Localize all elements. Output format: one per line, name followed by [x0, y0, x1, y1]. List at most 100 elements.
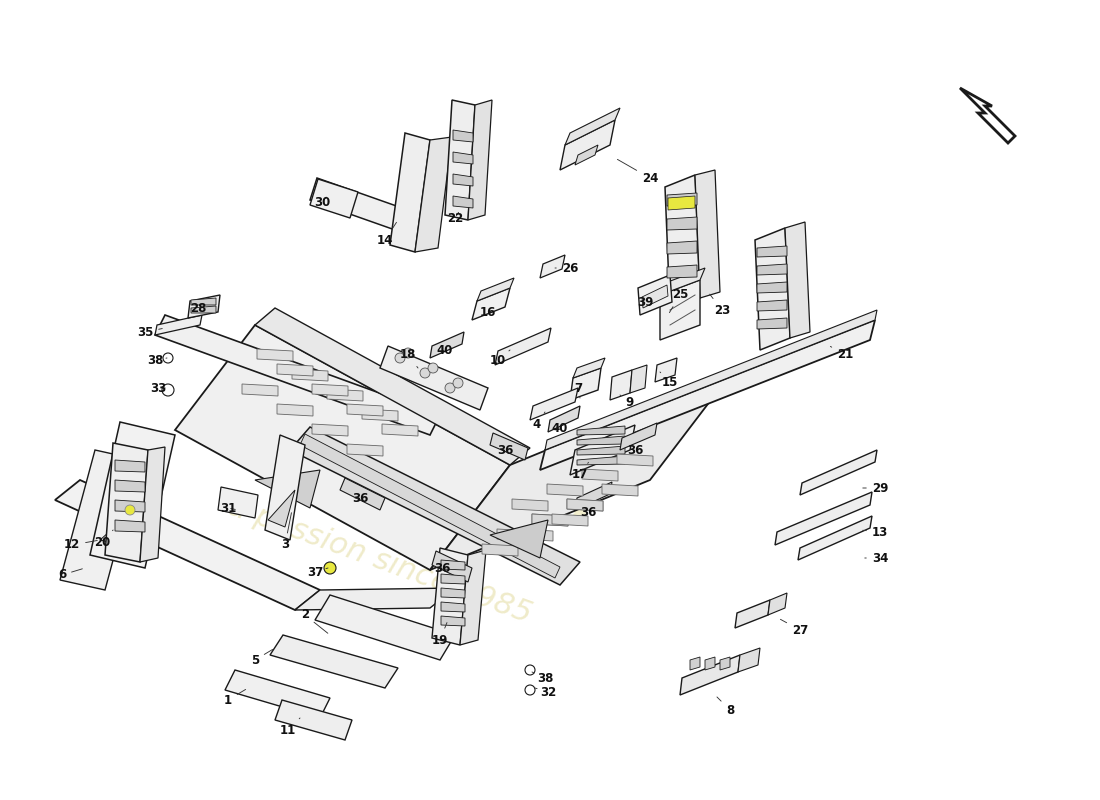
Polygon shape [705, 657, 715, 670]
Polygon shape [242, 384, 278, 396]
Polygon shape [116, 480, 145, 492]
Text: 13: 13 [862, 526, 888, 538]
Polygon shape [275, 700, 352, 740]
Text: 30: 30 [314, 195, 330, 209]
Polygon shape [642, 285, 668, 308]
Text: 38: 38 [532, 671, 553, 685]
Polygon shape [660, 280, 700, 340]
Polygon shape [441, 602, 465, 612]
Circle shape [395, 353, 405, 363]
Polygon shape [295, 588, 455, 610]
Polygon shape [362, 409, 398, 421]
Text: 17: 17 [572, 462, 588, 482]
Polygon shape [755, 228, 790, 350]
Polygon shape [540, 255, 565, 278]
Polygon shape [573, 358, 605, 378]
Polygon shape [453, 130, 473, 142]
Text: 35: 35 [136, 326, 163, 338]
Polygon shape [312, 424, 348, 436]
Text: 23: 23 [710, 294, 730, 317]
Text: 32: 32 [535, 686, 557, 698]
Polygon shape [90, 422, 175, 568]
Polygon shape [188, 295, 220, 318]
Polygon shape [578, 456, 625, 465]
Polygon shape [960, 88, 1015, 143]
Circle shape [420, 368, 430, 378]
Polygon shape [441, 588, 465, 598]
Polygon shape [441, 616, 465, 626]
Text: 37: 37 [307, 566, 328, 578]
Polygon shape [155, 315, 440, 435]
Polygon shape [460, 550, 486, 645]
Text: 29: 29 [862, 482, 888, 494]
Polygon shape [757, 300, 786, 311]
Polygon shape [680, 655, 740, 695]
Polygon shape [578, 436, 625, 445]
Polygon shape [565, 108, 620, 145]
Polygon shape [530, 388, 578, 420]
Polygon shape [798, 516, 872, 560]
Polygon shape [602, 484, 638, 496]
Polygon shape [310, 178, 422, 237]
Text: 6: 6 [58, 569, 82, 582]
Text: 28: 28 [190, 302, 206, 314]
Polygon shape [785, 222, 810, 338]
Polygon shape [218, 487, 258, 518]
Polygon shape [446, 100, 475, 220]
Polygon shape [578, 426, 625, 435]
Polygon shape [667, 217, 697, 230]
Polygon shape [757, 246, 786, 257]
Polygon shape [497, 529, 534, 541]
Polygon shape [468, 100, 492, 220]
Polygon shape [548, 406, 580, 432]
Polygon shape [292, 369, 328, 381]
Text: 7: 7 [574, 382, 582, 398]
Polygon shape [666, 175, 700, 310]
Text: 36: 36 [433, 562, 450, 574]
Text: 5: 5 [251, 650, 273, 666]
Text: euroParts: euroParts [238, 357, 603, 543]
Polygon shape [566, 499, 603, 511]
Polygon shape [800, 450, 877, 495]
Text: 40: 40 [437, 343, 453, 357]
Polygon shape [482, 544, 518, 556]
Polygon shape [270, 635, 398, 688]
Circle shape [162, 384, 174, 396]
Circle shape [324, 562, 336, 574]
Text: 36: 36 [627, 443, 644, 457]
Text: 24: 24 [617, 159, 658, 185]
Polygon shape [582, 469, 618, 481]
Polygon shape [277, 364, 313, 376]
Polygon shape [617, 454, 653, 466]
Polygon shape [540, 320, 874, 470]
Polygon shape [668, 196, 695, 210]
Polygon shape [547, 484, 583, 496]
Text: 36: 36 [352, 491, 368, 505]
Polygon shape [191, 298, 216, 305]
Polygon shape [104, 443, 148, 562]
Text: 11: 11 [279, 718, 300, 737]
Polygon shape [552, 514, 589, 526]
Polygon shape [116, 520, 145, 532]
Text: 2: 2 [301, 609, 328, 634]
Polygon shape [560, 120, 615, 170]
Polygon shape [340, 478, 385, 510]
Polygon shape [654, 358, 676, 382]
Polygon shape [315, 595, 455, 660]
Circle shape [525, 685, 535, 695]
Text: 27: 27 [780, 619, 808, 637]
Polygon shape [441, 560, 465, 570]
Text: 40: 40 [552, 422, 569, 434]
Polygon shape [155, 315, 202, 335]
Text: 10: 10 [490, 350, 510, 366]
Text: 20: 20 [94, 530, 113, 549]
Circle shape [403, 348, 412, 358]
Polygon shape [690, 657, 700, 670]
Polygon shape [490, 520, 548, 558]
Polygon shape [638, 275, 672, 315]
Polygon shape [630, 365, 647, 393]
Text: 15: 15 [660, 372, 679, 389]
Polygon shape [453, 152, 473, 164]
Polygon shape [346, 444, 383, 456]
Polygon shape [735, 600, 770, 628]
